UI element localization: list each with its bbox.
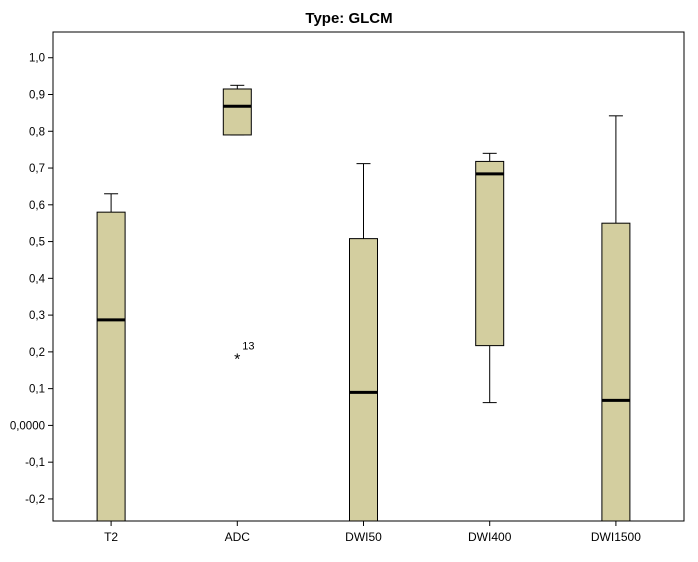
outlier-marker: * xyxy=(234,352,240,369)
box-dwi400 xyxy=(475,152,505,404)
x-tick-label: ADC xyxy=(225,530,251,544)
box-dwi1500 xyxy=(601,115,631,522)
y-tick-label: 0,7 xyxy=(29,163,45,175)
y-tick-label: 0,2 xyxy=(29,347,45,359)
box-iqr xyxy=(475,160,505,347)
y-axis: 1,0 0,9 0,8 0,7 0,6 0,5 0,4 0,3 0,2 0,1 0,0000 -0,1… xyxy=(10,53,53,506)
y-tick-label: 0,5 xyxy=(29,237,45,249)
box-iqr xyxy=(349,238,378,522)
y-tick-label: 1,0 xyxy=(29,53,45,65)
y-tick-label: 0,6 xyxy=(29,200,45,212)
box-iqr xyxy=(601,222,631,522)
y-tick-label: -0,1 xyxy=(25,457,45,469)
y-tick-label: 0,0000 xyxy=(10,420,45,432)
x-tick-label: DWI50 xyxy=(345,530,382,544)
outlier-label: 13 xyxy=(242,341,254,353)
y-tick-label: 0,3 xyxy=(29,310,45,322)
box-iqr xyxy=(222,88,252,136)
box-dwi50 xyxy=(349,163,378,522)
x-axis: T2 ADC DWI50 DWI400 DWI1500 xyxy=(104,521,641,544)
chart-title: Type: GLCM xyxy=(305,10,393,27)
y-tick-label: 0,9 xyxy=(29,90,45,102)
boxes-group: *13 xyxy=(96,84,631,522)
x-tick-label: DWI1500 xyxy=(591,530,641,544)
x-tick-label: DWI400 xyxy=(468,530,512,544)
y-tick-label: -0,2 xyxy=(25,494,45,506)
y-tick-label: 0,4 xyxy=(29,273,46,285)
x-tick-label: T2 xyxy=(104,530,118,544)
y-tick-label: 0,1 xyxy=(29,384,45,396)
box-t2 xyxy=(96,193,126,522)
box-iqr xyxy=(96,211,126,522)
box-adc xyxy=(222,84,252,136)
y-tick-label: 0,8 xyxy=(29,126,45,138)
